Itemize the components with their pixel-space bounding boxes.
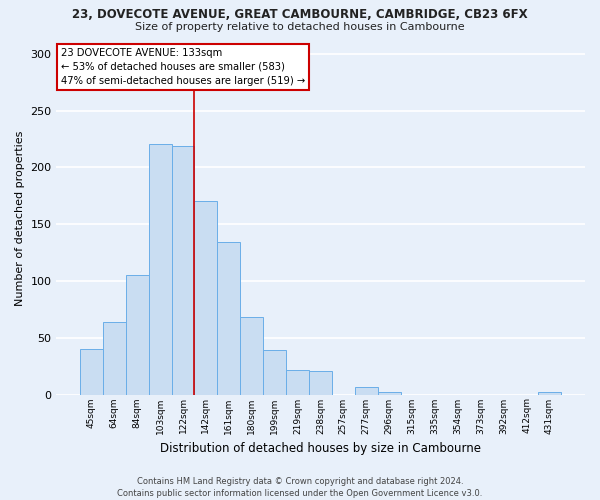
Bar bbox=[126, 276, 149, 394]
Bar bbox=[286, 370, 309, 394]
Bar bbox=[538, 392, 561, 394]
Bar bbox=[355, 386, 377, 394]
Y-axis label: Number of detached properties: Number of detached properties bbox=[15, 131, 25, 306]
Bar bbox=[377, 392, 401, 394]
Bar bbox=[80, 349, 103, 395]
Bar bbox=[240, 318, 263, 394]
Bar bbox=[194, 202, 217, 394]
Text: 23, DOVECOTE AVENUE, GREAT CAMBOURNE, CAMBRIDGE, CB23 6FX: 23, DOVECOTE AVENUE, GREAT CAMBOURNE, CA… bbox=[72, 8, 528, 20]
Bar bbox=[217, 242, 240, 394]
Text: 23 DOVECOTE AVENUE: 133sqm
← 53% of detached houses are smaller (583)
47% of sem: 23 DOVECOTE AVENUE: 133sqm ← 53% of deta… bbox=[61, 48, 305, 86]
X-axis label: Distribution of detached houses by size in Cambourne: Distribution of detached houses by size … bbox=[160, 442, 481, 455]
Text: Contains HM Land Registry data © Crown copyright and database right 2024.
Contai: Contains HM Land Registry data © Crown c… bbox=[118, 476, 482, 498]
Bar bbox=[309, 370, 332, 394]
Text: Size of property relative to detached houses in Cambourne: Size of property relative to detached ho… bbox=[135, 22, 465, 32]
Bar bbox=[172, 146, 194, 394]
Bar bbox=[263, 350, 286, 395]
Bar bbox=[149, 144, 172, 394]
Bar bbox=[103, 322, 126, 394]
